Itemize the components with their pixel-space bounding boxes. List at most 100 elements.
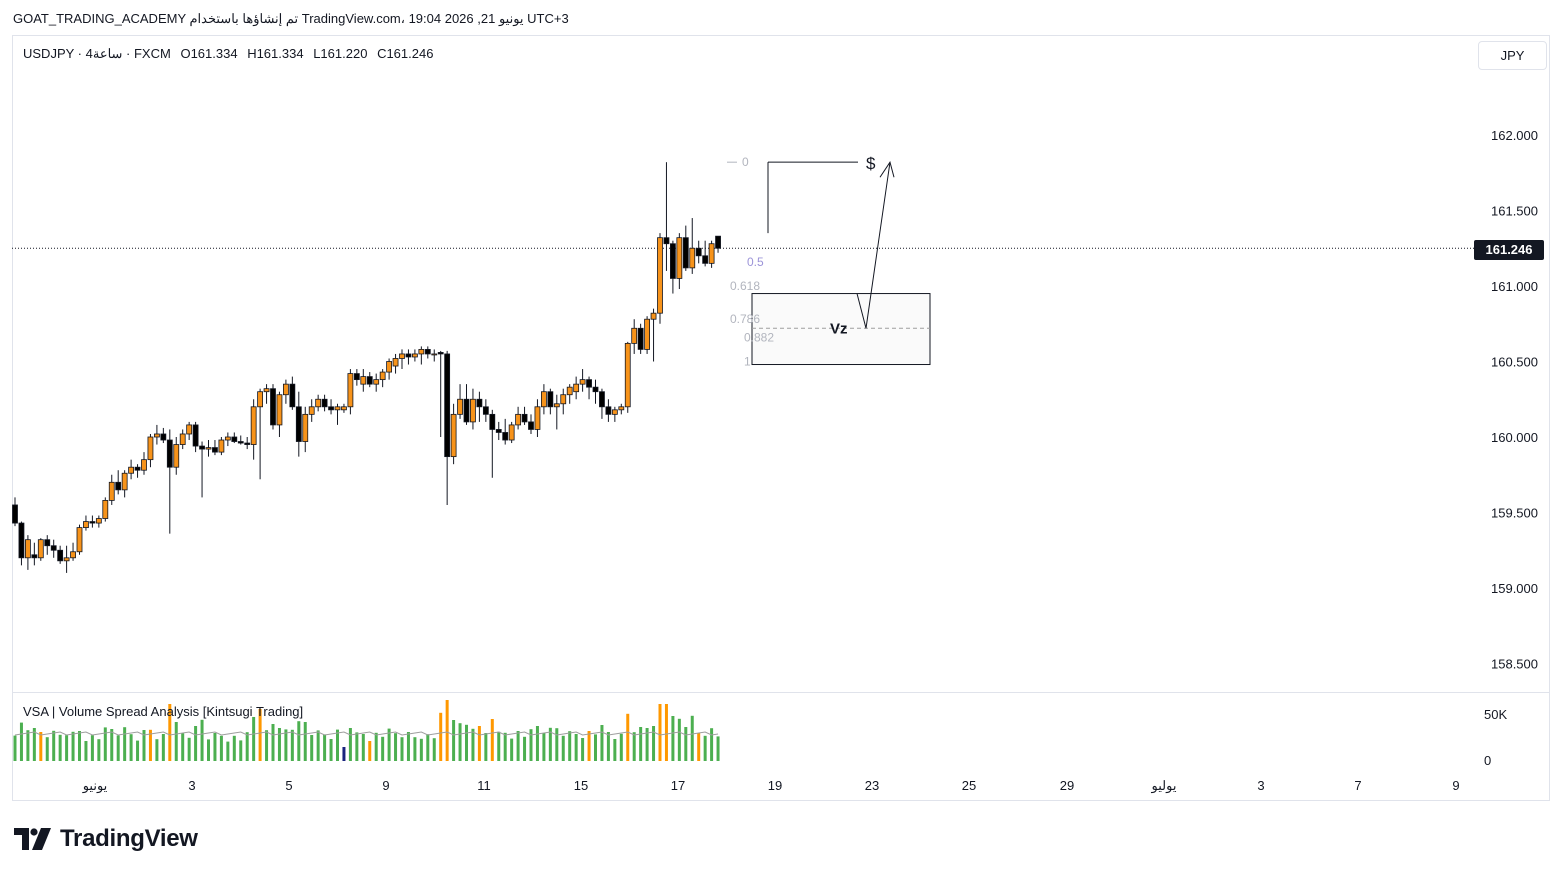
currency-button[interactable]: JPY xyxy=(1478,41,1547,70)
volume-bar xyxy=(129,734,133,761)
fib-level-label: 0.786 xyxy=(730,312,760,326)
candle-body xyxy=(541,391,547,408)
candle-body xyxy=(508,424,515,441)
volume-bar xyxy=(387,728,391,761)
candle-body xyxy=(489,413,496,430)
candle-body xyxy=(289,383,296,408)
volume-bar xyxy=(477,726,481,761)
price-tick-label: 161.500 xyxy=(1491,204,1538,219)
tradingview-logo[interactable]: TradingView xyxy=(14,824,198,854)
price-tick-label: 160.000 xyxy=(1491,430,1538,445)
volume-bar xyxy=(142,730,146,761)
volume-bar xyxy=(245,732,249,761)
candle-body xyxy=(592,386,599,393)
candle-body xyxy=(618,406,625,411)
candle-body xyxy=(695,247,702,257)
volume-bar xyxy=(581,738,585,761)
volume-bar xyxy=(361,734,365,761)
candle-body xyxy=(476,398,483,408)
time-tick-label: 3 xyxy=(188,778,195,793)
volume-bar xyxy=(252,717,256,761)
volume-bar xyxy=(703,735,707,761)
candle-body xyxy=(437,352,444,355)
candles xyxy=(12,162,721,573)
volume-bar xyxy=(148,729,152,761)
volume-bar xyxy=(677,718,681,761)
candle-body xyxy=(676,237,683,279)
volume-bar xyxy=(187,737,191,761)
candle-body xyxy=(463,398,470,423)
candle-body xyxy=(276,394,283,426)
candle-body xyxy=(644,318,650,350)
candle-body xyxy=(411,353,418,358)
time-tick-label: 15 xyxy=(574,778,588,793)
volume-bar xyxy=(78,731,81,761)
chart-frame xyxy=(12,35,1550,801)
candle-body xyxy=(12,504,18,524)
pane-separator[interactable] xyxy=(12,692,1550,693)
volume-bar xyxy=(219,735,223,761)
time-tick-label: 7 xyxy=(1354,778,1361,793)
volume-bar xyxy=(626,713,630,761)
vz-zone-label: Vz xyxy=(830,320,848,337)
price-axis: 162.000 161.500 161.000 160.500 160.000 159.5… xyxy=(1491,128,1538,672)
candle-body xyxy=(399,353,405,359)
candle-body xyxy=(173,444,180,468)
volume-bar xyxy=(664,704,668,761)
volume-bar xyxy=(174,722,178,761)
volume-bar xyxy=(103,727,107,761)
candle-body xyxy=(308,406,315,415)
legend-close: C161.246 xyxy=(377,46,434,61)
candle-body xyxy=(573,383,580,393)
volume-bar xyxy=(168,704,172,761)
candle-body xyxy=(302,413,309,442)
volume-bar xyxy=(116,735,120,761)
fib-level-label: 0 xyxy=(742,155,749,169)
time-tick-label: يونيو xyxy=(82,778,108,794)
drawings: $ Vz 0 0.5 0.618 0.786 0.882 1 xyxy=(727,154,931,369)
candle-body xyxy=(244,442,251,445)
price-tick-label: 159.500 xyxy=(1491,506,1538,521)
candle-body xyxy=(186,424,193,435)
candle-body xyxy=(599,391,605,408)
candle-body xyxy=(586,379,592,388)
candle-body xyxy=(295,406,302,442)
candle-body xyxy=(392,358,399,367)
volume-bar xyxy=(406,732,410,761)
candle-body xyxy=(115,481,122,491)
volume-bar xyxy=(587,731,591,761)
volume-bar xyxy=(71,731,75,761)
projection-arrowhead xyxy=(879,160,895,178)
candle-body xyxy=(95,518,102,524)
candle-body xyxy=(18,522,25,559)
volume-bar xyxy=(323,734,327,761)
candle-body xyxy=(231,436,238,442)
time-tick-label: 3 xyxy=(1257,778,1264,793)
candle-body xyxy=(502,432,509,441)
volume-bar xyxy=(535,726,539,761)
indicator-title[interactable]: VSA | Volume Spread Analysis [Kintsugi T… xyxy=(23,704,304,719)
legend-symbol[interactable]: USDJPY · 4ساعة · FXCM xyxy=(23,46,171,61)
candle-body xyxy=(528,421,534,430)
current-price-label: 161.246 xyxy=(1474,240,1544,260)
candle-body xyxy=(166,439,173,468)
volume-bar xyxy=(355,732,359,761)
candle-body xyxy=(153,433,160,438)
volume-bar xyxy=(194,726,198,761)
volume-bar xyxy=(606,732,610,761)
candle-body xyxy=(83,521,89,528)
volume-moving-average xyxy=(14,731,719,736)
volume-bar xyxy=(548,727,552,761)
candle-body xyxy=(566,386,573,396)
candle-body xyxy=(689,247,696,269)
brand-wordmark: TradingView xyxy=(60,825,198,852)
volume-bar xyxy=(303,722,307,761)
time-tick-label: 17 xyxy=(671,778,685,793)
volume-bar xyxy=(381,736,385,761)
candle-body xyxy=(715,235,721,249)
volume-bar xyxy=(19,722,23,761)
volume-bar xyxy=(445,700,449,761)
candle-body xyxy=(63,557,70,562)
volume-bar xyxy=(239,740,243,761)
